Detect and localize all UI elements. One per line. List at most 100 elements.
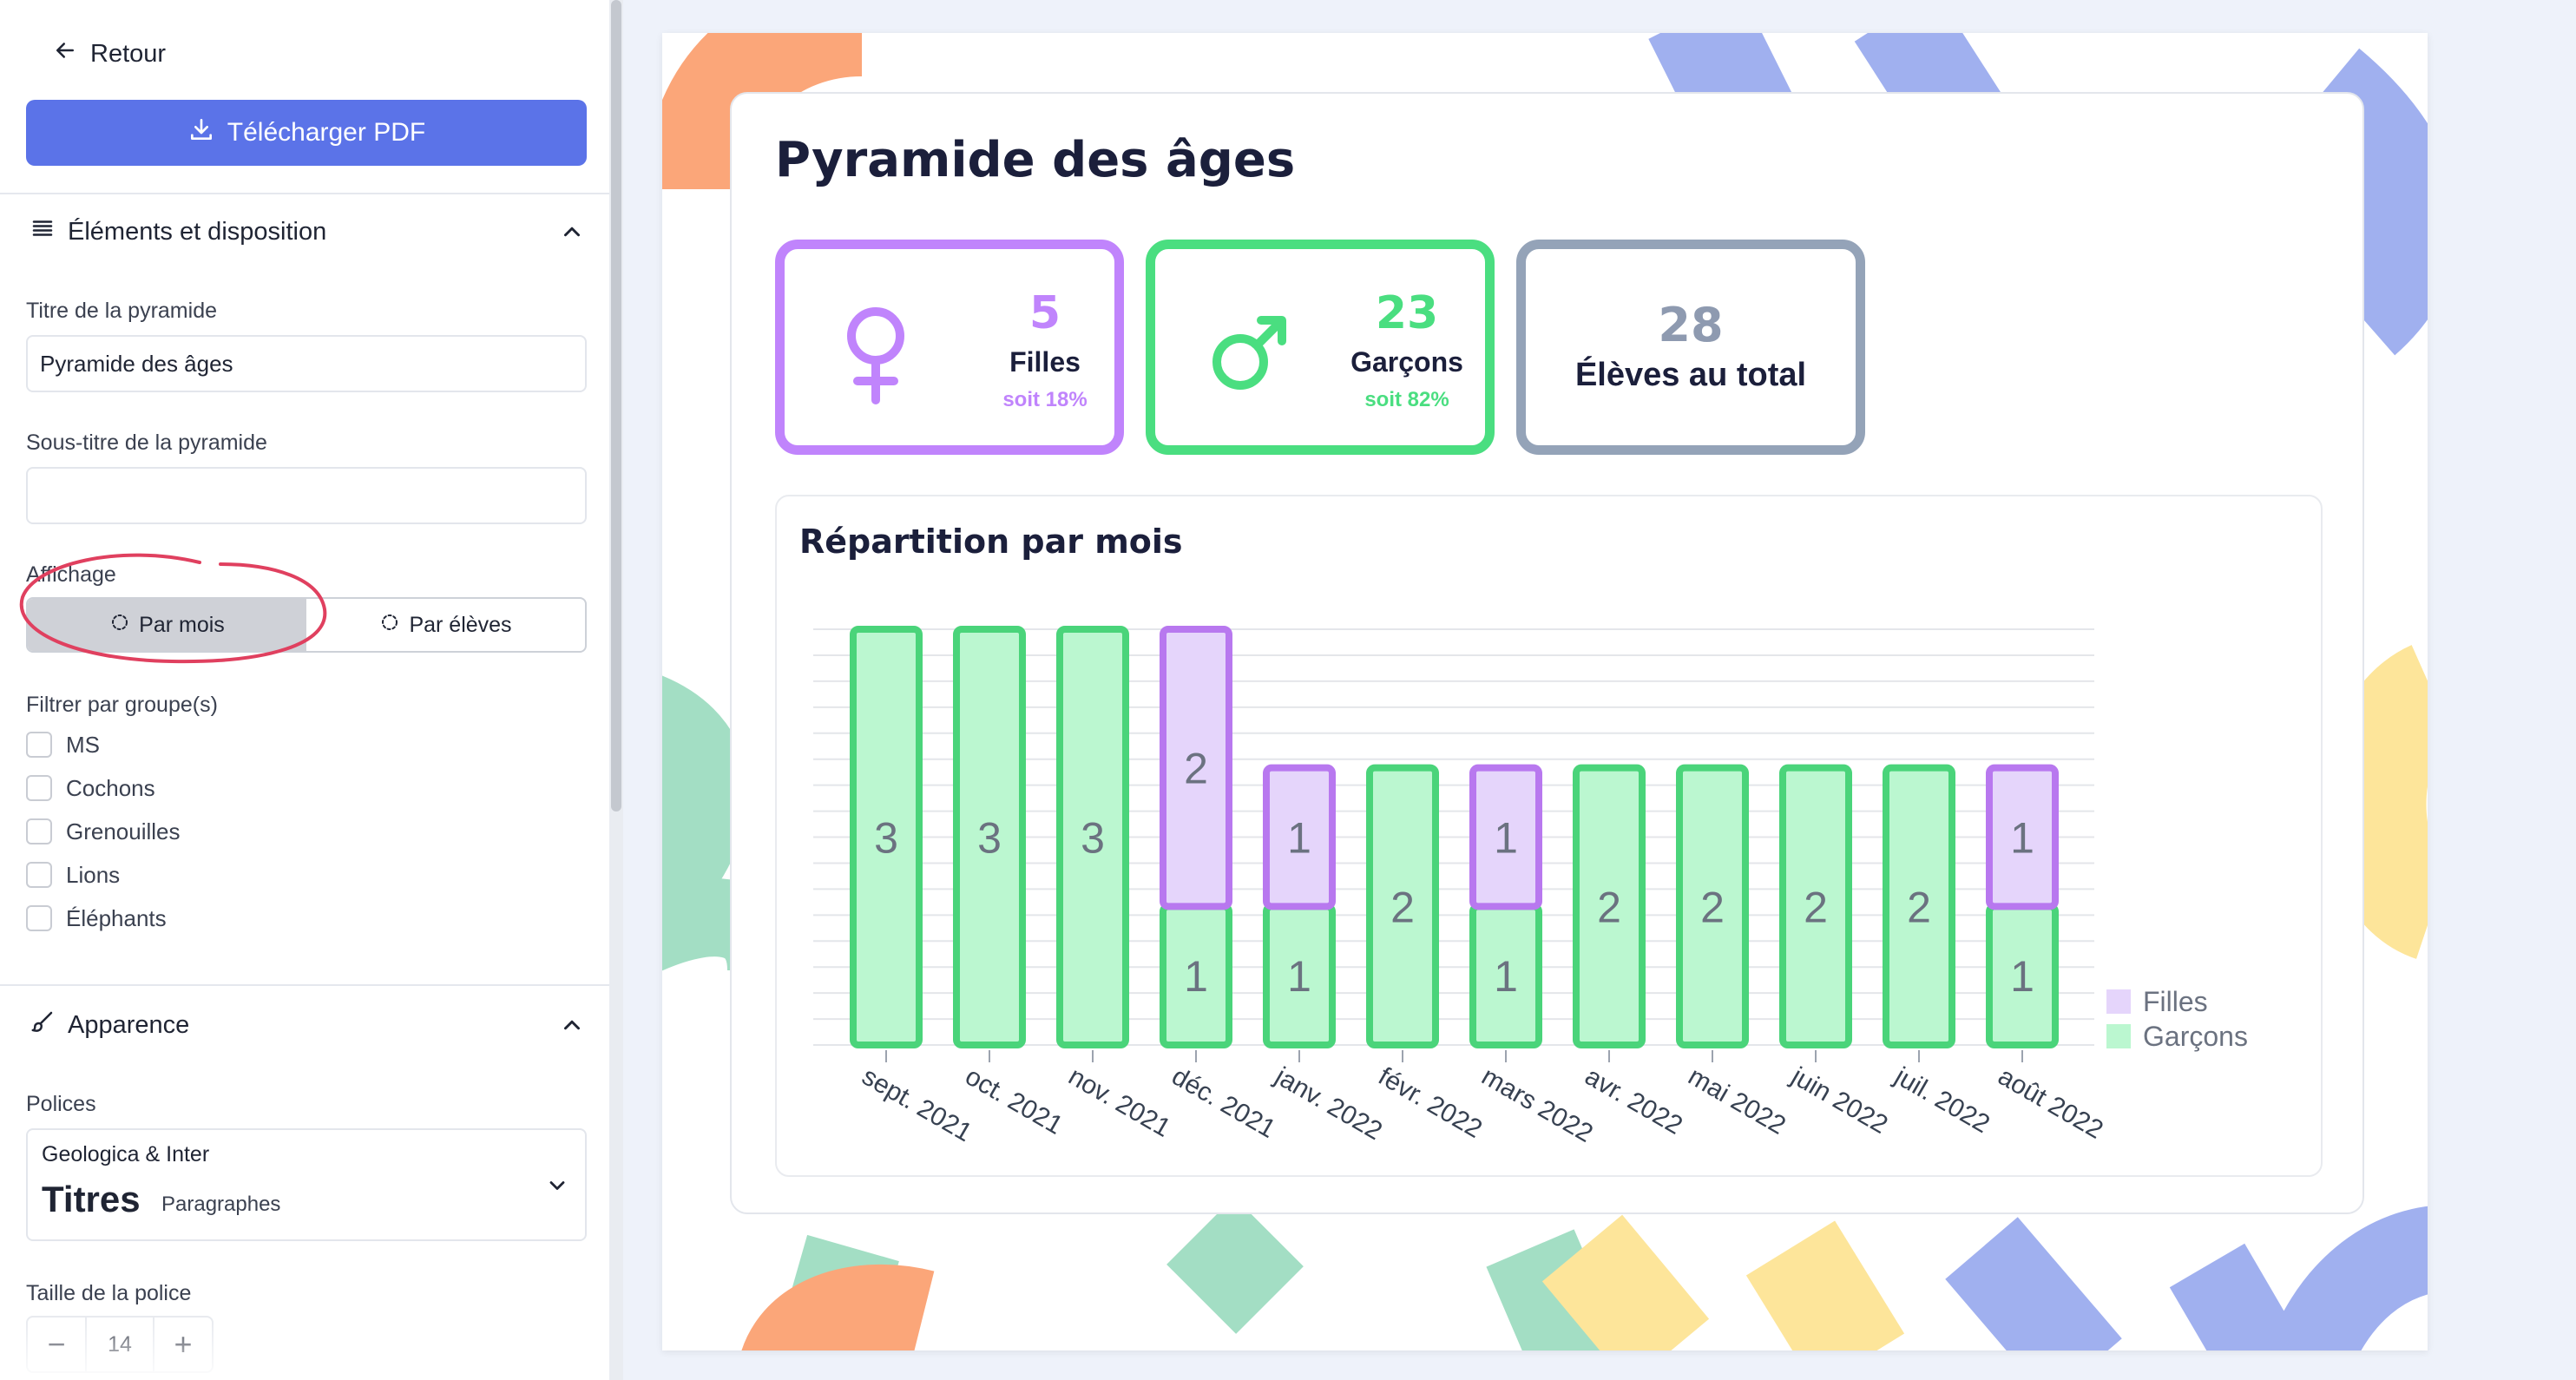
bar-segment-girls	[1986, 764, 2059, 910]
bar-value-boys: 2	[1804, 883, 1828, 931]
boys-percentage: soit 82%	[1364, 388, 1449, 411]
x-tick-label: sept. 2021	[858, 1061, 977, 1147]
legend-swatch	[2106, 989, 2131, 1014]
bar-value-girls: 1	[2010, 814, 2034, 863]
back-label: Retour	[90, 39, 167, 68]
legend-swatch	[2106, 1024, 2131, 1048]
girls-count: 5	[1028, 287, 1061, 339]
font-size-stepper: − 14 +	[26, 1316, 214, 1373]
font-preview-titles: Titres	[42, 1179, 141, 1219]
bar-value-girls: 2	[1184, 745, 1208, 793]
group-checkbox[interactable]: MS	[26, 729, 100, 760]
group-label: Grenouilles	[66, 818, 181, 844]
legend-label: Filles	[2143, 986, 2208, 1017]
girls-stat-card: 5 Filles soit 18%	[775, 240, 1124, 455]
bar-segment-girls	[1160, 626, 1232, 910]
bar-segment-girls	[1263, 764, 1336, 910]
sidebar-scrollbar[interactable]	[609, 0, 623, 1380]
checkbox[interactable]	[26, 775, 52, 801]
group-label: Lions	[66, 861, 121, 888]
bar-segment-boys	[850, 626, 923, 1048]
section-header-layout[interactable]: Éléments et disposition	[30, 212, 585, 252]
x-tick-label: nov. 2021	[1064, 1061, 1176, 1142]
group-label: Cochons	[66, 774, 155, 801]
checkbox[interactable]	[26, 862, 52, 888]
pdf-preview-page: Pyramide des âges 5 Filles soit 18% 23 G…	[662, 33, 2428, 1350]
group-filter-label: Filtrer par groupe(s)	[26, 693, 218, 717]
x-tick-label: févr. 2022	[1374, 1061, 1488, 1143]
bar-value-boys: 2	[1390, 883, 1415, 931]
display-toggle: Par mois Par élèves	[26, 597, 587, 653]
display-option-per-student[interactable]: Par élèves	[306, 599, 585, 651]
bar-value-boys: 2	[1907, 883, 1931, 931]
page-title: Pyramide des âges	[775, 132, 1296, 188]
divider	[0, 984, 609, 986]
male-symbol-icon	[1207, 310, 1294, 401]
display-option-per-month[interactable]: Par mois	[28, 599, 306, 651]
x-tick-label: déc. 2021	[1167, 1061, 1281, 1143]
download-icon	[187, 115, 215, 150]
group-checkbox[interactable]: Cochons	[26, 772, 155, 804]
fonts-label: Polices	[26, 1092, 96, 1116]
checkbox[interactable]	[26, 905, 52, 931]
boys-count: 23	[1375, 287, 1439, 339]
font-size-value[interactable]: 14	[85, 1318, 154, 1371]
pyramid-subtitle-input[interactable]	[26, 467, 587, 524]
bar-value-boys: 2	[1597, 883, 1621, 931]
bar-segment-boys	[1366, 764, 1439, 1048]
bar-value-boys: 1	[1184, 952, 1208, 1001]
arrow-left-icon	[52, 37, 78, 70]
group-checkbox[interactable]: Lions	[26, 859, 120, 890]
bar-value-girls: 1	[1287, 814, 1311, 863]
stacked-bar-chart: 3 sept. 2021 3 oct. 2021 3 nov. 2021 1 2 déc. 20…	[813, 626, 2248, 1148]
boys-stat-card: 23 Garçons soit 82%	[1146, 240, 1495, 455]
font-select[interactable]: Geologica & Inter Titres Paragraphes	[26, 1128, 587, 1241]
chart-grid	[813, 628, 2094, 1046]
decrease-button[interactable]: −	[47, 1326, 66, 1362]
pyramid-title-input[interactable]: Pyramide des âges	[26, 335, 587, 392]
group-label: Éléphants	[66, 904, 167, 931]
scrollbar-thumb[interactable]	[611, 0, 621, 812]
loader-icon	[379, 612, 400, 639]
bar-segment-boys	[1779, 764, 1852, 1048]
x-tick-label: mars 2022	[1477, 1061, 1598, 1147]
chevron-up-icon[interactable]	[559, 219, 585, 252]
section-title-appearance: Apparence	[68, 1010, 190, 1039]
bar-value-boys: 1	[2010, 952, 2034, 1001]
bar-segment-girls	[1469, 764, 1542, 910]
total-label: Élèves au total	[1574, 357, 1807, 393]
increase-button[interactable]: +	[174, 1326, 193, 1362]
checkbox[interactable]	[26, 818, 52, 844]
group-checkbox[interactable]: Éléphants	[26, 903, 167, 934]
chevron-up-icon[interactable]	[559, 1012, 585, 1045]
group-checkbox[interactable]: Grenouilles	[26, 816, 181, 847]
bar-value-boys: 1	[1494, 952, 1518, 1001]
display-option-label: Par élèves	[409, 612, 512, 637]
highlight-annotation	[19, 553, 327, 664]
bar-segment-boys	[1573, 764, 1646, 1048]
download-pdf-label: Télécharger PDF	[227, 118, 426, 147]
bar-segment-boys	[1056, 626, 1129, 1048]
x-tick-label: juil. 2022	[1889, 1061, 1994, 1139]
pyramid-title-label: Titre de la pyramide	[26, 299, 217, 323]
font-preview-paragraphs: Paragraphes	[161, 1193, 281, 1216]
pyramid-card: Pyramide des âges 5 Filles soit 18% 23 G…	[730, 92, 2364, 1214]
total-count: 28	[1658, 298, 1724, 352]
download-pdf-button[interactable]: Télécharger PDF	[26, 100, 587, 166]
monthly-chart-panel: Répartition par mois 3 sept. 2021 3 oct. 20…	[775, 495, 2323, 1177]
display-option-label: Par mois	[139, 612, 225, 637]
section-header-appearance[interactable]: Apparence	[30, 1005, 585, 1045]
loader-icon	[109, 612, 130, 639]
display-label: Affichage	[26, 562, 116, 587]
x-tick-label: août 2022	[1994, 1061, 2108, 1144]
checkbox[interactable]	[26, 732, 52, 758]
female-symbol-icon	[837, 301, 915, 410]
chevron-down-icon	[545, 1173, 569, 1202]
bar-segment-boys	[953, 626, 1026, 1048]
x-tick-label: janv. 2022	[1270, 1061, 1387, 1146]
chart-title: Répartition par mois	[799, 522, 1183, 561]
total-stat-card: 28 Élèves au total	[1516, 240, 1865, 455]
pyramid-subtitle-label: Sous-titre de la pyramide	[26, 430, 267, 455]
back-button[interactable]: Retour	[52, 36, 166, 71]
